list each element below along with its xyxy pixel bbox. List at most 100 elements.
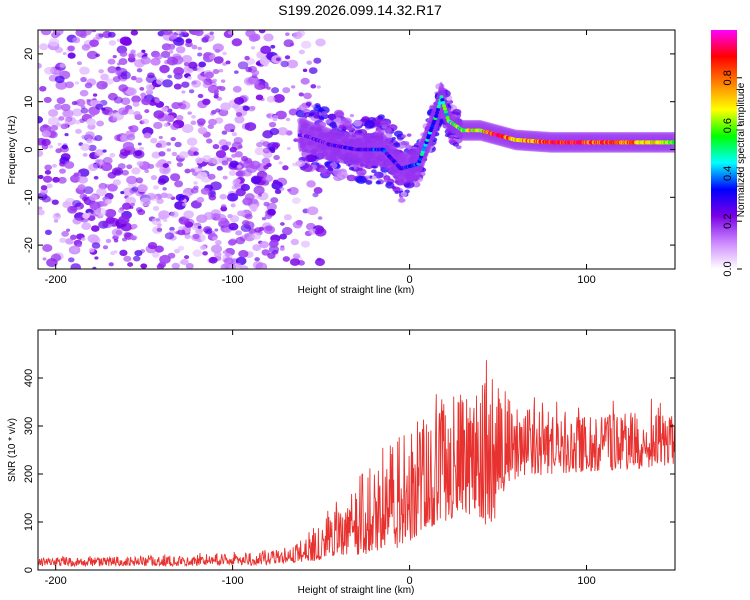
noise-blob bbox=[140, 56, 151, 65]
noise-blob bbox=[210, 244, 223, 254]
noise-blob bbox=[214, 228, 219, 232]
noise-blob bbox=[238, 249, 249, 258]
noise-blob bbox=[212, 143, 220, 150]
spectrogram-plot-area bbox=[38, 30, 675, 269]
noise-blob bbox=[173, 83, 182, 90]
noise-blob bbox=[234, 115, 245, 124]
noise-blob bbox=[89, 236, 101, 245]
noise-blob bbox=[38, 115, 44, 124]
noise-blob bbox=[152, 206, 160, 211]
noise-blob bbox=[315, 38, 326, 47]
noise-blob bbox=[219, 193, 227, 200]
noise-blob bbox=[136, 160, 144, 167]
noise-blob bbox=[282, 165, 289, 171]
signal-blob bbox=[375, 180, 381, 185]
signal-blob bbox=[401, 134, 407, 138]
noise-blob bbox=[135, 177, 144, 184]
noise-blob bbox=[193, 181, 198, 185]
noise-blob bbox=[300, 40, 312, 49]
noise-blob bbox=[80, 107, 89, 114]
noise-blob bbox=[215, 150, 227, 159]
spectrogram-ytick-label: 10 bbox=[23, 96, 35, 108]
noise-blob bbox=[43, 96, 52, 103]
noise-blob bbox=[119, 51, 128, 57]
noise-blob bbox=[192, 233, 200, 240]
noise-blob bbox=[302, 68, 308, 73]
noise-blob bbox=[113, 96, 123, 104]
noise-blob bbox=[181, 124, 194, 134]
spectrogram-xtick-label: 100 bbox=[577, 274, 595, 286]
noise-blob bbox=[52, 163, 58, 168]
signal-blob bbox=[448, 139, 455, 144]
noise-blob bbox=[227, 30, 234, 35]
noise-blob bbox=[42, 257, 47, 261]
noise-blob bbox=[251, 232, 262, 240]
noise-blob bbox=[144, 109, 150, 114]
noise-blob bbox=[54, 103, 63, 110]
noise-blob bbox=[123, 255, 132, 262]
noise-blob bbox=[232, 103, 240, 109]
noise-blob bbox=[133, 149, 145, 159]
noise-blob bbox=[110, 250, 116, 256]
signal-blob bbox=[327, 113, 337, 120]
noise-blob bbox=[202, 154, 212, 163]
noise-blob bbox=[59, 63, 66, 68]
noise-blob bbox=[291, 197, 301, 205]
noise-blob bbox=[225, 252, 231, 258]
signal-blob bbox=[329, 122, 338, 128]
noise-blob bbox=[131, 186, 139, 192]
ridge-core bbox=[435, 111, 440, 115]
snr-ytick-label: 400 bbox=[23, 369, 35, 387]
noise-blob bbox=[250, 46, 256, 50]
signal-blob bbox=[321, 111, 328, 116]
noise-blob bbox=[167, 56, 174, 61]
noise-blob bbox=[40, 188, 48, 195]
noise-blob bbox=[65, 117, 71, 122]
noise-blob bbox=[42, 124, 49, 129]
noise-blob bbox=[127, 125, 133, 130]
noise-blob bbox=[70, 234, 77, 240]
signal-blob bbox=[348, 166, 355, 171]
noise-blob bbox=[181, 54, 193, 64]
noise-blob bbox=[120, 97, 131, 106]
noise-blob bbox=[272, 142, 281, 149]
noise-blob bbox=[190, 79, 202, 88]
noise-blob bbox=[160, 50, 171, 59]
noise-blob bbox=[242, 197, 253, 206]
noise-blob bbox=[208, 256, 218, 264]
noise-blob bbox=[287, 188, 292, 192]
signal-blob bbox=[406, 133, 412, 137]
noise-blob bbox=[130, 75, 137, 81]
noise-blob bbox=[194, 30, 204, 37]
noise-blob bbox=[131, 167, 141, 175]
noise-blob bbox=[179, 151, 189, 159]
noise-blob bbox=[164, 114, 175, 123]
noise-blob bbox=[255, 94, 264, 101]
noise-blob bbox=[170, 136, 176, 142]
noise-blob bbox=[250, 33, 261, 42]
noise-blob bbox=[254, 147, 265, 156]
signal-blob bbox=[318, 116, 325, 121]
signal-blob bbox=[379, 120, 390, 128]
noise-blob bbox=[88, 144, 97, 152]
noise-blob bbox=[279, 247, 285, 251]
noise-blob bbox=[162, 187, 167, 191]
noise-blob bbox=[316, 85, 321, 89]
noise-blob bbox=[141, 49, 146, 53]
noise-blob bbox=[102, 156, 113, 165]
noise-blob bbox=[178, 226, 184, 231]
noise-blob bbox=[263, 165, 269, 170]
noise-blob bbox=[153, 121, 163, 130]
noise-blob bbox=[308, 67, 318, 74]
noise-blob bbox=[64, 161, 75, 169]
noise-blob bbox=[158, 151, 166, 157]
noise-blob bbox=[255, 262, 268, 269]
noise-blob bbox=[94, 256, 99, 260]
noise-blob bbox=[113, 239, 119, 243]
noise-blob bbox=[213, 56, 224, 64]
snr-axes: -200 -100 0 100 0 100 200 300 400 bbox=[23, 330, 675, 587]
noise-blob bbox=[78, 118, 85, 124]
noise-blob bbox=[65, 238, 74, 245]
noise-blob bbox=[229, 146, 237, 153]
noise-blob bbox=[197, 165, 203, 169]
